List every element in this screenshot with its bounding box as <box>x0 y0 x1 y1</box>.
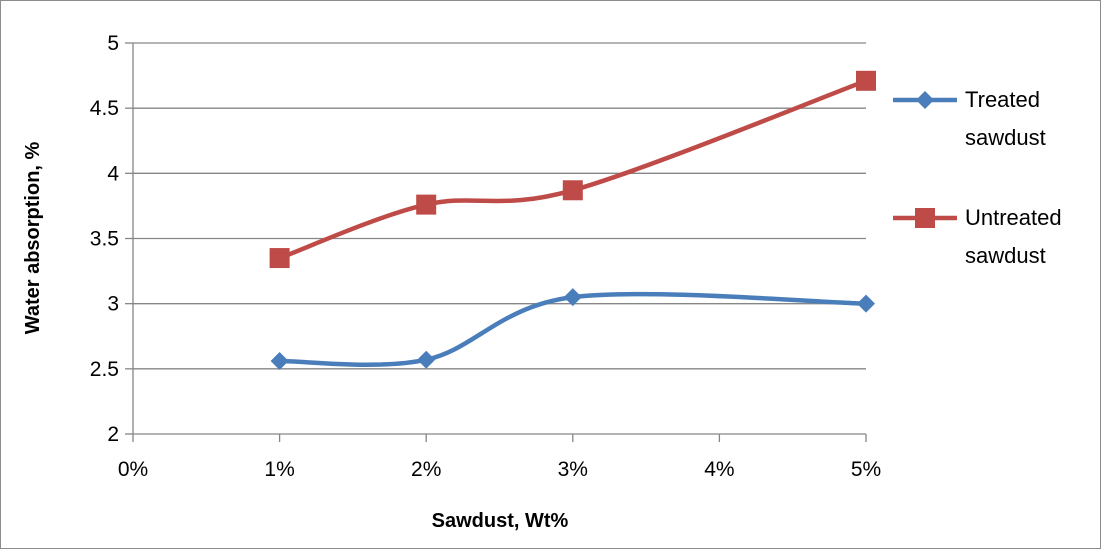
data-point <box>417 350 436 369</box>
y-tick-label: 3 <box>107 293 119 316</box>
series-2 <box>269 70 876 269</box>
x-tick-label: 3% <box>558 458 588 481</box>
x-tick-label: 5% <box>851 458 881 481</box>
legend-marker <box>916 91 934 109</box>
legend-label: sawdust <box>965 125 1046 150</box>
x-tick-labels: 0% 1% 2% 3% 4% 5% <box>118 458 881 481</box>
legend-label: Untreated <box>965 205 1062 230</box>
axes <box>125 42 867 442</box>
legend-label: sawdust <box>965 243 1046 268</box>
gridlines <box>133 42 866 370</box>
data-point <box>857 294 875 313</box>
series-1 <box>270 288 875 371</box>
y-tick-label: 5 <box>107 32 119 55</box>
series-layer <box>269 70 876 371</box>
data-point <box>416 194 437 215</box>
x-tick-label: 0% <box>118 458 148 481</box>
x-tick-label: 4% <box>704 458 734 481</box>
y-tick-labels: 2 2.5 3 3.5 4 4.5 5 <box>90 32 120 446</box>
legend-label: Treated <box>965 87 1040 112</box>
x-tick-label: 2% <box>411 458 441 481</box>
y-tick-label: 2 <box>107 423 119 446</box>
y-tick-label: 4.5 <box>90 97 119 120</box>
series-line <box>277 291 869 367</box>
series-line <box>277 78 869 261</box>
data-point <box>856 70 876 91</box>
y-tick-label: 4 <box>107 162 119 185</box>
legend-entry: Untreated sawdust <box>893 205 1062 268</box>
legend-entry: Treated sawdust <box>893 87 1046 150</box>
y-axis-title: Water absorption, % <box>22 141 44 334</box>
data-point <box>563 288 582 307</box>
x-tick-label: 1% <box>264 458 294 481</box>
x-axis-title: Sawdust, Wt% <box>432 510 569 532</box>
data-point <box>269 248 290 269</box>
data-point <box>562 180 583 201</box>
data-point <box>270 352 289 371</box>
legend: Treated sawdust Untreated sawdust <box>893 87 1062 268</box>
y-tick-label: 3.5 <box>90 228 119 251</box>
y-tick-label: 2.5 <box>90 358 119 381</box>
legend-marker <box>915 208 935 228</box>
